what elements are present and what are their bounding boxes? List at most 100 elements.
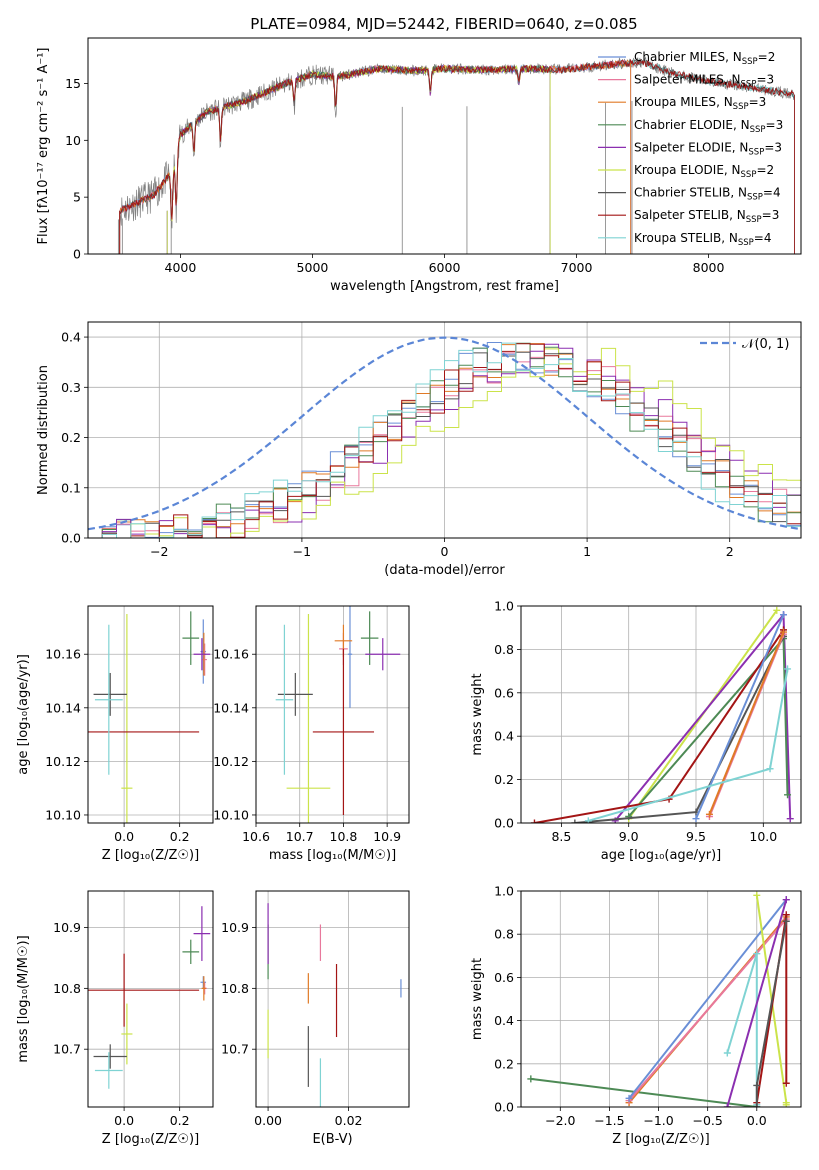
- legend-nssp-sub: SSP: [742, 57, 758, 67]
- weight-line-chabrier-elodie: [530, 1077, 757, 1107]
- y-tick-label: 0.8: [494, 642, 514, 657]
- axes-frame: [87, 321, 802, 539]
- x-tick-label: 0.00: [254, 1113, 282, 1128]
- x-tick-label: 10.9: [373, 829, 401, 844]
- weight-vs-z-plot-area: [521, 891, 801, 1107]
- mass-vs-z-plot-area: [88, 891, 213, 1107]
- legend-nssp-eq: =: [764, 140, 774, 154]
- y-tick-label: 0.0: [494, 816, 514, 831]
- spectrum-model-chabrier-stelib: [119, 58, 795, 219]
- legend-series-name: Chabrier STELIB: [634, 186, 730, 200]
- axes-frame: [255, 890, 410, 1108]
- weight-marker: [784, 791, 792, 799]
- legend-series-name: Salpeter STELIB: [634, 208, 729, 222]
- histogram-kroupa-stelib: [88, 342, 801, 538]
- legend-nssp-sub: SSP: [738, 238, 754, 248]
- errorbar-point: [312, 648, 375, 815]
- x-tick-label: 0.0: [114, 829, 134, 844]
- errorbar-point: [94, 624, 123, 775]
- x-tick-label: 0.02: [335, 1113, 363, 1128]
- spectrum-model-salpeter-miles: [119, 59, 632, 221]
- y-tick-label: 10.10: [213, 807, 249, 822]
- y-tick-label: 10.7: [221, 1042, 249, 1057]
- weight-marker: [723, 1049, 731, 1057]
- weight-marker: [753, 1081, 761, 1089]
- weight-marker: [782, 911, 790, 919]
- x-tick-label: 0.0: [747, 1113, 767, 1128]
- x-tick-label: 10.0: [749, 829, 777, 844]
- y-tick-label: 0.6: [494, 685, 514, 700]
- legend-series-name: Chabrier MILES: [634, 50, 725, 64]
- y-tick-label: 0.2: [61, 430, 81, 445]
- weight-marker: [530, 819, 538, 823]
- legend-series-name: Kroupa STELIB: [634, 231, 721, 245]
- legend-entry: Chabrier ELODIE, NSSP=3: [634, 118, 783, 135]
- errorbar-point: [121, 1003, 133, 1065]
- legend-nssp-value: 3: [767, 73, 775, 87]
- y-tick-label: 10.10: [45, 807, 81, 822]
- weight-marker: [705, 810, 713, 818]
- legend-entry: Salpeter MILES, NSSP=3: [634, 73, 774, 90]
- weight-line-kroupa-stelib: [588, 668, 789, 822]
- weight-marker: [527, 1075, 535, 1083]
- y-tick-label: 10.7: [53, 1042, 81, 1057]
- x-tick-label: 8.5: [551, 829, 571, 844]
- errorbar-point: [193, 906, 211, 961]
- x-axis-label: wavelength [Angstrom, rest frame]: [330, 279, 559, 294]
- legend-nssp-prefix: , N: [733, 118, 750, 132]
- axes-frame: [520, 890, 802, 1108]
- spectrum-model-chabrier-elodie: [166, 64, 551, 218]
- legend-nssp-eq: =: [766, 118, 776, 132]
- y-tick-label: 10.9: [53, 920, 81, 935]
- x-tick-label: 10.8: [330, 829, 358, 844]
- weight-marker: [780, 628, 787, 636]
- y-tick-label: 10.8: [53, 981, 81, 996]
- mass-vs-ebv-plot-area: [256, 891, 409, 1107]
- y-tick-label: 0: [73, 247, 81, 262]
- spectrum-model-kroupa-elodie: [166, 63, 551, 222]
- legend-nssp-sub: SSP: [741, 170, 757, 180]
- x-tick-label: 0: [441, 544, 449, 559]
- y-axis-label: mass [log₁₀(M/M☉)]: [16, 935, 31, 1062]
- errorbar-point: [286, 614, 331, 823]
- weight-marker: [753, 891, 761, 899]
- weight-line-salpeter-elodie: [614, 612, 792, 822]
- legend-nssp-prefix: , N: [724, 73, 741, 87]
- weight-marker: [753, 1103, 761, 1107]
- y-tick-label: 10.16: [213, 647, 249, 662]
- legend-series-name: Salpeter MILES: [634, 73, 724, 87]
- legend-nssp-sub: SSP: [733, 102, 749, 112]
- legend-nssp-eq: =: [756, 163, 766, 177]
- y-tick-label: 0.3: [61, 380, 81, 395]
- errorbar-point: [201, 976, 207, 1001]
- legend-nssp-sub: SSP: [746, 215, 762, 225]
- spectrum-model-salpeter-stelib: [119, 58, 795, 220]
- x-tick-label: 7000: [561, 260, 593, 275]
- weight-marker: [782, 1101, 790, 1107]
- y-tick-label: 0.1: [61, 480, 81, 495]
- y-tick-label: 0.2: [494, 772, 514, 787]
- errorbar-point: [360, 611, 379, 665]
- age-vs-z-plot-area: [88, 606, 213, 823]
- legend-entry: Chabrier MILES, NSSP=2: [634, 50, 775, 67]
- legend-nssp-sub: SSP: [741, 80, 757, 90]
- errorbar-point: [193, 638, 211, 671]
- weight-marker: [766, 765, 774, 773]
- x-axis-label: age [log₁₀(age/yr)]: [601, 848, 722, 863]
- x-tick-label: 6000: [429, 260, 461, 275]
- y-axis-label: age [log₁₀(age/yr)]: [16, 654, 31, 775]
- legend-nssp-eq: =: [749, 95, 759, 109]
- legend-nssp-prefix: , N: [729, 208, 746, 222]
- errorbar-point: [347, 606, 353, 708]
- errorbar-point: [202, 643, 207, 676]
- legend-nssp-prefix: , N: [716, 95, 733, 109]
- x-tick-label: −2: [150, 544, 168, 559]
- x-tick-label: 2: [726, 544, 734, 559]
- legend-nssp-eq: =: [762, 208, 772, 222]
- y-tick-label: 10.16: [45, 647, 81, 662]
- errorbar-point: [93, 672, 127, 716]
- y-tick-label: 10.12: [213, 754, 249, 769]
- x-tick-label: 8000: [693, 260, 725, 275]
- y-tick-label: 1.0: [494, 884, 514, 899]
